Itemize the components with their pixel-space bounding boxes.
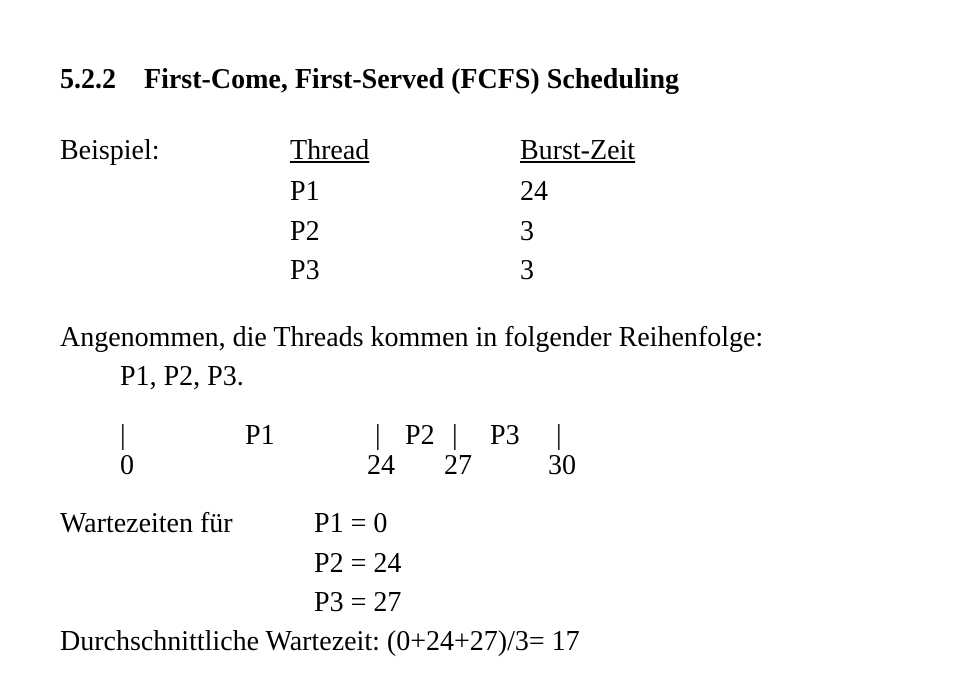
heading-number: 5.2.2 (60, 60, 116, 99)
example-header-row: Beispiel:ThreadBurst-Zeit (60, 131, 900, 170)
gantt-bar: | P1 | P2 | P3 | (120, 416, 900, 446)
thread-burst: 3 (520, 251, 534, 290)
column-thread: Thread (290, 131, 520, 170)
gantt-chart: | P1 | P2 | P3 | 0 24 27 30 (60, 416, 900, 484)
wait-p1: P1 = 0 (314, 508, 387, 539)
example-row: P33 (60, 251, 900, 290)
wait-p2: P2 = 24 (60, 544, 900, 583)
thread-burst: 3 (520, 212, 534, 251)
wait-times: Wartezeiten fürP1 = 0 P2 = 24 P3 = 27 Du… (60, 504, 900, 661)
assumption-line2: P1, P2, P3. (60, 357, 900, 396)
example-prefix: Beispiel: (60, 131, 290, 170)
gantt-tick: 27 (444, 446, 472, 485)
thread-name: P3 (290, 251, 520, 290)
heading-title: First-Come, First-Served (FCFS) Scheduli… (144, 64, 679, 95)
thread-burst: 24 (520, 172, 548, 211)
section-heading: 5.2.2 First-Come, First-Served (FCFS) Sch… (60, 60, 900, 99)
wait-p3: P3 = 27 (60, 583, 900, 622)
thread-name: P1 (290, 172, 520, 211)
column-burst: Burst-Zeit (520, 131, 635, 170)
assumption-line1: Angenommen, die Threads kommen in folgen… (60, 318, 900, 357)
example-row: P124 (60, 172, 900, 211)
example-row: P23 (60, 212, 900, 251)
wait-line: Wartezeiten fürP1 = 0 (60, 504, 900, 543)
wait-label: Wartezeiten für (60, 504, 314, 543)
gantt-tick: 24 (367, 446, 395, 485)
gantt-tick: 0 (120, 446, 134, 485)
gantt-tick: 30 (548, 446, 576, 485)
gantt-ticks: 0 24 27 30 (120, 446, 900, 484)
thread-name: P2 (290, 212, 520, 251)
wait-avg: Durchschnittliche Wartezeit: (0+24+27)/3… (60, 622, 900, 661)
